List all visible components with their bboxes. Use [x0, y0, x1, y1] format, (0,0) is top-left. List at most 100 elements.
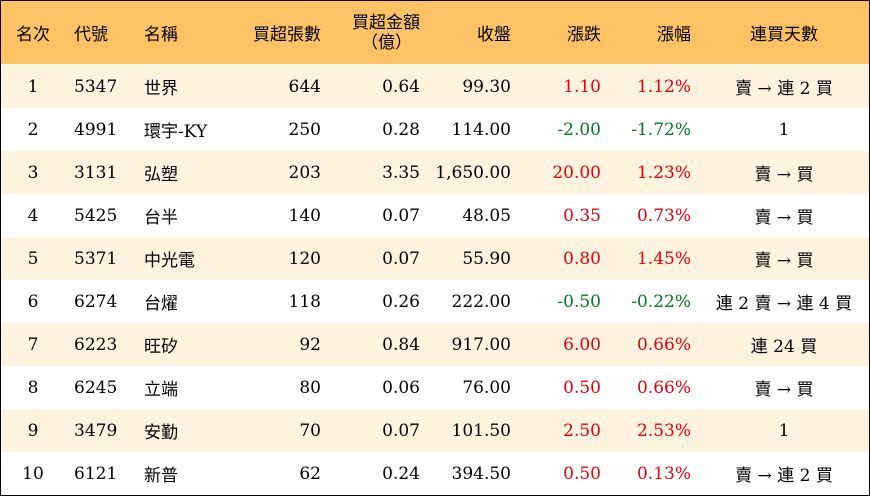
rank-cell: 10: [22, 463, 44, 484]
close-price-cell: 101.50: [451, 420, 511, 441]
change-cell: -0.50: [557, 291, 601, 312]
change-pct-cell: 0.66%: [636, 377, 691, 398]
header-net-buy-lots: 買超張數: [253, 25, 321, 45]
close-price-cell: 99.30: [462, 76, 511, 97]
change-pct-cell: 1.45%: [636, 248, 691, 269]
rank-cell: 1: [27, 76, 39, 97]
header-change-pct: 漲幅: [657, 25, 691, 45]
header-net-buy-amount-title: 買超金額: [352, 12, 420, 33]
net-buy-amount-cell: 0.28: [382, 119, 420, 140]
code-cell: 4991: [74, 119, 118, 140]
table-row: 9 3479 安勤 70 0.07 101.50 2.50 2.53% 1: [1, 409, 869, 452]
close-price-cell: 917.00: [451, 334, 511, 355]
name-cell: 立端: [144, 380, 178, 400]
rank-cell: 9: [27, 420, 39, 441]
net-buy-lots-cell: 644: [288, 76, 321, 97]
table-row: 3 3131 弘塑 203 3.35 1,650.00 20.00 1.23% 賣 → 買: [1, 151, 869, 194]
net-buy-lots-cell: 250: [288, 119, 321, 140]
table-row: 6 6274 台燿 118 0.26 222.00 -0.50 -0.22% 連 2 賣 → 連…: [1, 280, 869, 323]
change-cell: 0.50: [563, 463, 601, 484]
change-cell: 1.10: [563, 76, 601, 97]
net-buy-lots-cell: 203: [288, 162, 321, 183]
consecutive-days-cell: 1: [778, 420, 790, 441]
rank-cell: 4: [27, 205, 39, 226]
name-cell: 中光電: [144, 251, 195, 271]
header-code: 代號: [74, 25, 108, 45]
net-buy-lots-cell: 118: [288, 291, 321, 312]
net-buy-lots-cell: 70: [299, 420, 321, 441]
consecutive-days-cell: 賣 → 買: [754, 208, 814, 228]
change-pct-cell: 1.23%: [636, 162, 691, 183]
table-row: 4 5425 台半 140 0.07 48.05 0.35 0.73% 賣 → 買: [1, 194, 869, 237]
close-price-cell: 394.50: [451, 463, 511, 484]
name-cell: 環宇-KY: [144, 122, 208, 142]
close-price-cell: 222.00: [451, 291, 511, 312]
code-cell: 5371: [74, 248, 118, 269]
consecutive-days-cell: 賣 → 連 2 買: [735, 466, 833, 486]
net-buy-amount-cell: 0.24: [382, 463, 420, 484]
table-row: 8 6245 立端 80 0.06 76.00 0.50 0.66% 賣 → 買: [1, 366, 869, 409]
change-cell: 0.50: [563, 377, 601, 398]
consecutive-days-cell: 賣 → 連 2 買: [735, 79, 833, 99]
change-cell: 6.00: [563, 334, 601, 355]
code-cell: 5425: [74, 205, 118, 226]
header-net-buy-amount: 買超金額 （億）: [331, 1, 420, 64]
code-cell: 6223: [74, 334, 118, 355]
table-row: 2 4991 環宇-KY 250 0.28 114.00 -2.00 -1.72% 1: [1, 108, 869, 151]
net-buy-amount-cell: 0.06: [382, 377, 420, 398]
net-buy-lots-cell: 140: [288, 205, 321, 226]
change-cell: 0.35: [563, 205, 601, 226]
net-buy-amount-cell: 0.07: [382, 248, 420, 269]
header-name: 名稱: [144, 25, 178, 45]
net-buy-lots-cell: 80: [299, 377, 321, 398]
table-row: 5 5371 中光電 120 0.07 55.90 0.80 1.45% 賣 → 買: [1, 237, 869, 280]
net-buy-amount-cell: 0.26: [382, 291, 420, 312]
name-cell: 台燿: [144, 294, 178, 314]
net-buy-amount-cell: 0.84: [382, 334, 420, 355]
rank-cell: 2: [27, 119, 39, 140]
consecutive-days-cell: 賣 → 買: [754, 165, 814, 185]
code-cell: 6274: [74, 291, 118, 312]
close-price-cell: 48.05: [462, 205, 511, 226]
close-price-cell: 1,650.00: [435, 162, 511, 183]
change-pct-cell: 0.13%: [636, 463, 691, 484]
close-price-cell: 114.00: [451, 119, 511, 140]
net-buy-amount-cell: 0.07: [382, 205, 420, 226]
table-row: 1 5347 世界 644 0.64 99.30 1.10 1.12% 賣 → 連 2 買: [1, 65, 869, 108]
close-price-cell: 76.00: [462, 377, 511, 398]
change-pct-cell: 1.12%: [636, 76, 691, 97]
name-cell: 新普: [144, 466, 178, 486]
code-cell: 6121: [74, 463, 118, 484]
rank-cell: 6: [27, 291, 39, 312]
consecutive-days-cell: 1: [778, 119, 790, 140]
rank-cell: 8: [27, 377, 39, 398]
net-buy-amount-cell: 3.35: [382, 162, 420, 183]
change-cell: -2.00: [557, 119, 601, 140]
change-cell: 2.50: [563, 420, 601, 441]
table-header-row: 名次 代號 名稱 買超張數 買超金額 （億） 收盤 漲跌 漲幅 連買天數: [1, 1, 869, 64]
consecutive-days-cell: 賣 → 買: [754, 251, 814, 271]
name-cell: 世界: [144, 79, 178, 99]
net-buy-amount-cell: 0.07: [382, 420, 420, 441]
name-cell: 台半: [144, 208, 178, 228]
net-buy-amount-cell: 0.64: [382, 76, 420, 97]
table-row: 7 6223 旺矽 92 0.84 917.00 6.00 0.66% 連 24 買: [1, 323, 869, 366]
rank-cell: 7: [27, 334, 39, 355]
consecutive-days-cell: 賣 → 買: [754, 380, 814, 400]
close-price-cell: 55.90: [462, 248, 511, 269]
header-net-buy-amount-unit: （億）: [361, 32, 412, 53]
net-buy-lots-cell: 92: [299, 334, 321, 355]
header-change: 漲跌: [567, 25, 601, 45]
code-cell: 6245: [74, 377, 118, 398]
code-cell: 5347: [74, 76, 118, 97]
name-cell: 弘塑: [144, 165, 178, 185]
header-consecutive-days: 連買天數: [750, 25, 818, 45]
header-close: 收盤: [477, 25, 511, 45]
header-rank: 名次: [16, 25, 50, 45]
change-pct-cell: 2.53%: [636, 420, 691, 441]
net-buy-lots-cell: 120: [288, 248, 321, 269]
code-cell: 3131: [74, 162, 118, 183]
change-cell: 20.00: [552, 162, 601, 183]
name-cell: 旺矽: [144, 337, 178, 357]
